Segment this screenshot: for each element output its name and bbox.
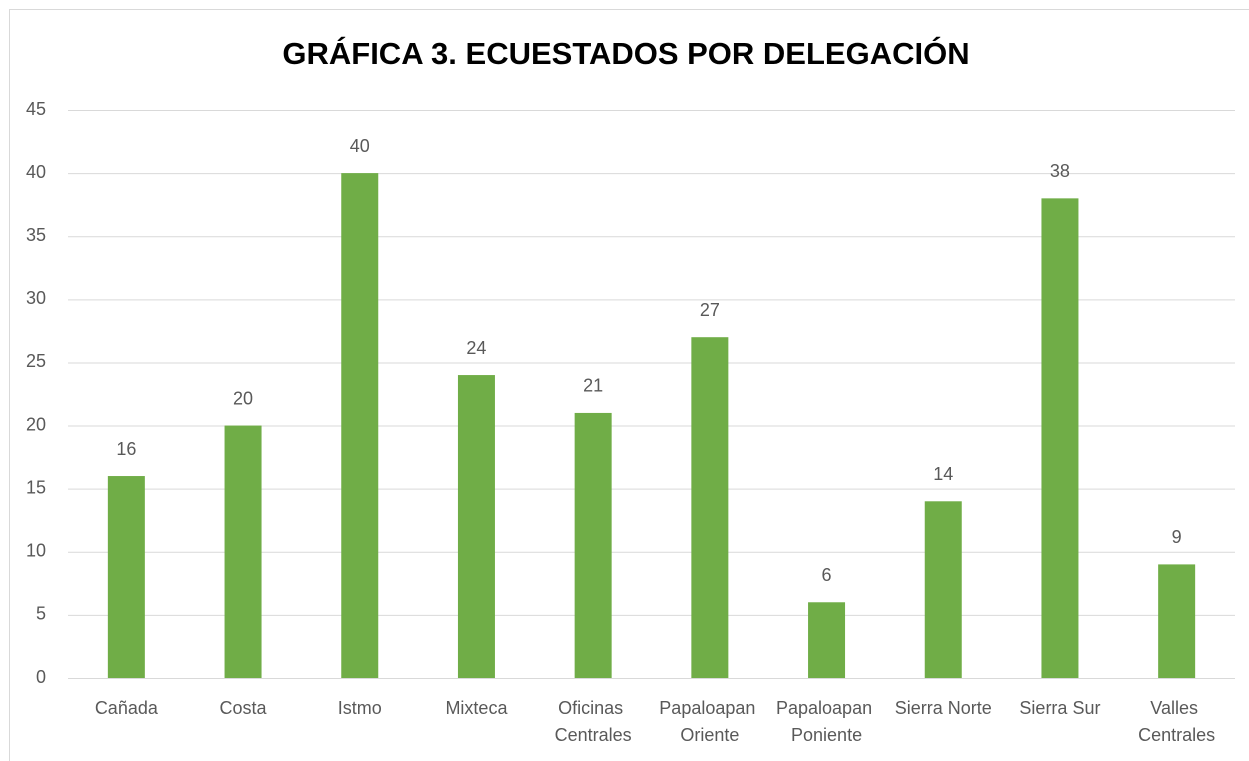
x-tick-label: Papaloapan Oriente <box>659 698 760 745</box>
x-tick-label: Sierra Sur <box>1019 698 1100 718</box>
y-tick-label: 5 <box>36 604 46 624</box>
bar <box>574 412 612 678</box>
bar <box>691 337 729 678</box>
y-tick-label: 20 <box>26 414 46 434</box>
bar <box>341 173 379 678</box>
bar <box>1041 198 1079 678</box>
data-label: 40 <box>350 136 370 156</box>
x-tick-label: Costa <box>220 698 268 718</box>
data-label: 16 <box>116 439 136 459</box>
y-tick-label: 10 <box>26 541 46 561</box>
chart-title: GRÁFICA 3. ECUESTADOS POR DELEGACIÓN <box>282 35 969 71</box>
bar <box>224 425 262 678</box>
x-tick-label: Valles Centrales <box>1138 698 1215 745</box>
y-tick-label: 25 <box>26 351 46 371</box>
data-label: 21 <box>583 376 603 396</box>
x-tick-label: Cañada <box>95 698 159 718</box>
data-label: 6 <box>822 565 832 585</box>
bar <box>107 476 145 678</box>
bar <box>1158 564 1196 678</box>
bar <box>457 375 495 678</box>
y-tick-label: 40 <box>26 162 46 182</box>
data-label: 9 <box>1172 527 1182 547</box>
data-label: 20 <box>233 388 253 408</box>
x-tick-label: Papaloapan Poniente <box>776 698 877 745</box>
y-tick-label: 15 <box>26 477 46 497</box>
data-label: 14 <box>933 464 953 484</box>
y-tick-label: 0 <box>36 667 46 687</box>
x-tick-label: Istmo <box>338 698 382 718</box>
bar <box>808 602 846 678</box>
y-tick-label: 35 <box>26 225 46 245</box>
data-label: 24 <box>466 338 486 358</box>
x-tick-label: Mixteca <box>445 698 508 718</box>
x-tick-label: Oficinas Centrales <box>555 698 632 745</box>
data-label: 38 <box>1050 161 1070 181</box>
y-tick-label: 45 <box>26 99 46 119</box>
data-label: 27 <box>700 300 720 320</box>
x-tick-label: Sierra Norte <box>895 698 992 718</box>
bar <box>924 501 962 678</box>
y-tick-label: 30 <box>26 288 46 308</box>
